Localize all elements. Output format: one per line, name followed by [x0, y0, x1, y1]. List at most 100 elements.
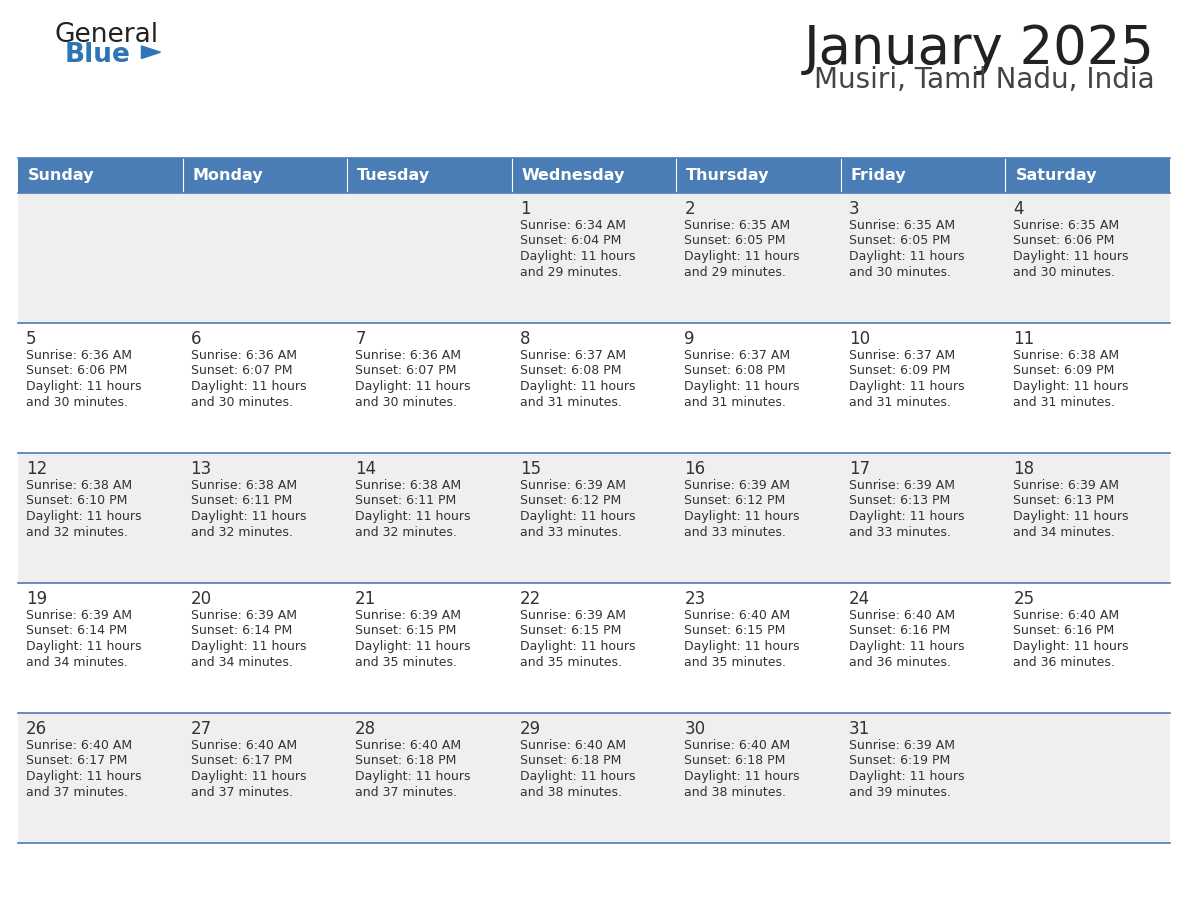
- Text: Daylight: 11 hours: Daylight: 11 hours: [1013, 250, 1129, 263]
- Text: Sunset: 6:15 PM: Sunset: 6:15 PM: [355, 624, 456, 637]
- Text: Sunset: 6:09 PM: Sunset: 6:09 PM: [849, 364, 950, 377]
- Text: and 33 minutes.: and 33 minutes.: [519, 525, 621, 539]
- Text: and 30 minutes.: and 30 minutes.: [355, 396, 457, 409]
- Text: and 37 minutes.: and 37 minutes.: [190, 786, 292, 799]
- Text: 30: 30: [684, 720, 706, 738]
- Text: 7: 7: [355, 330, 366, 348]
- Text: 20: 20: [190, 590, 211, 608]
- Text: Sunset: 6:13 PM: Sunset: 6:13 PM: [1013, 495, 1114, 508]
- Text: 11: 11: [1013, 330, 1035, 348]
- Text: Sunrise: 6:39 AM: Sunrise: 6:39 AM: [849, 479, 955, 492]
- Text: 12: 12: [26, 460, 48, 478]
- Text: Sunset: 6:05 PM: Sunset: 6:05 PM: [684, 234, 785, 248]
- Text: Sunrise: 6:36 AM: Sunrise: 6:36 AM: [190, 349, 297, 362]
- Polygon shape: [141, 46, 160, 59]
- Text: Friday: Friday: [851, 168, 906, 183]
- Text: Sunrise: 6:40 AM: Sunrise: 6:40 AM: [1013, 609, 1119, 622]
- Text: Sunrise: 6:39 AM: Sunrise: 6:39 AM: [849, 739, 955, 752]
- Text: Daylight: 11 hours: Daylight: 11 hours: [519, 640, 636, 653]
- Text: Sunset: 6:06 PM: Sunset: 6:06 PM: [26, 364, 127, 377]
- Text: Sunset: 6:12 PM: Sunset: 6:12 PM: [519, 495, 621, 508]
- Text: Daylight: 11 hours: Daylight: 11 hours: [519, 510, 636, 523]
- Text: 19: 19: [26, 590, 48, 608]
- Text: 6: 6: [190, 330, 201, 348]
- Text: Sunset: 6:14 PM: Sunset: 6:14 PM: [26, 624, 127, 637]
- Bar: [183, 158, 347, 193]
- Text: 3: 3: [849, 200, 859, 218]
- Text: and 32 minutes.: and 32 minutes.: [26, 525, 128, 539]
- Text: 2: 2: [684, 200, 695, 218]
- Text: Sunrise: 6:38 AM: Sunrise: 6:38 AM: [355, 479, 461, 492]
- Text: and 32 minutes.: and 32 minutes.: [355, 525, 457, 539]
- Text: Sunrise: 6:39 AM: Sunrise: 6:39 AM: [26, 609, 132, 622]
- Bar: [841, 158, 1005, 193]
- Text: Blue: Blue: [64, 42, 131, 68]
- Text: and 34 minutes.: and 34 minutes.: [190, 655, 292, 668]
- Text: Sunrise: 6:40 AM: Sunrise: 6:40 AM: [519, 739, 626, 752]
- Text: Sunrise: 6:37 AM: Sunrise: 6:37 AM: [849, 349, 955, 362]
- Text: Sunset: 6:16 PM: Sunset: 6:16 PM: [1013, 624, 1114, 637]
- Text: Sunrise: 6:38 AM: Sunrise: 6:38 AM: [190, 479, 297, 492]
- Text: Daylight: 11 hours: Daylight: 11 hours: [355, 380, 470, 393]
- Text: Sunrise: 6:35 AM: Sunrise: 6:35 AM: [1013, 219, 1119, 232]
- Text: Daylight: 11 hours: Daylight: 11 hours: [190, 380, 307, 393]
- Text: and 31 minutes.: and 31 minutes.: [684, 396, 786, 409]
- Text: 29: 29: [519, 720, 541, 738]
- Text: and 29 minutes.: and 29 minutes.: [684, 265, 786, 278]
- Text: Sunset: 6:18 PM: Sunset: 6:18 PM: [684, 755, 785, 767]
- Text: and 30 minutes.: and 30 minutes.: [26, 396, 128, 409]
- Text: Sunset: 6:07 PM: Sunset: 6:07 PM: [190, 364, 292, 377]
- Text: Daylight: 11 hours: Daylight: 11 hours: [26, 510, 141, 523]
- Text: and 36 minutes.: and 36 minutes.: [849, 655, 950, 668]
- Text: Sunset: 6:10 PM: Sunset: 6:10 PM: [26, 495, 127, 508]
- Text: Sunset: 6:07 PM: Sunset: 6:07 PM: [355, 364, 456, 377]
- Text: Sunset: 6:16 PM: Sunset: 6:16 PM: [849, 624, 950, 637]
- Text: and 30 minutes.: and 30 minutes.: [190, 396, 292, 409]
- Bar: [512, 158, 676, 193]
- Text: Daylight: 11 hours: Daylight: 11 hours: [519, 770, 636, 783]
- Text: Sunrise: 6:39 AM: Sunrise: 6:39 AM: [190, 609, 297, 622]
- Text: and 38 minutes.: and 38 minutes.: [519, 786, 621, 799]
- Text: Daylight: 11 hours: Daylight: 11 hours: [190, 640, 307, 653]
- Text: Daylight: 11 hours: Daylight: 11 hours: [519, 250, 636, 263]
- Text: 16: 16: [684, 460, 706, 478]
- Text: 28: 28: [355, 720, 377, 738]
- Text: Sunrise: 6:40 AM: Sunrise: 6:40 AM: [355, 739, 461, 752]
- Text: Sunset: 6:17 PM: Sunset: 6:17 PM: [26, 755, 127, 767]
- Text: Sunset: 6:18 PM: Sunset: 6:18 PM: [519, 755, 621, 767]
- Text: Sunrise: 6:40 AM: Sunrise: 6:40 AM: [684, 609, 790, 622]
- Text: and 30 minutes.: and 30 minutes.: [1013, 265, 1116, 278]
- Text: Daylight: 11 hours: Daylight: 11 hours: [849, 250, 965, 263]
- Text: and 35 minutes.: and 35 minutes.: [355, 655, 457, 668]
- Text: Daylight: 11 hours: Daylight: 11 hours: [849, 510, 965, 523]
- Text: Daylight: 11 hours: Daylight: 11 hours: [190, 770, 307, 783]
- Text: Sunset: 6:06 PM: Sunset: 6:06 PM: [1013, 234, 1114, 248]
- Text: Sunset: 6:15 PM: Sunset: 6:15 PM: [519, 624, 621, 637]
- Text: Daylight: 11 hours: Daylight: 11 hours: [190, 510, 307, 523]
- Text: Sunrise: 6:40 AM: Sunrise: 6:40 AM: [190, 739, 297, 752]
- Text: 18: 18: [1013, 460, 1035, 478]
- Text: Daylight: 11 hours: Daylight: 11 hours: [849, 770, 965, 783]
- Text: Sunset: 6:17 PM: Sunset: 6:17 PM: [190, 755, 292, 767]
- Text: Monday: Monday: [192, 168, 264, 183]
- Text: Daylight: 11 hours: Daylight: 11 hours: [1013, 380, 1129, 393]
- Text: Daylight: 11 hours: Daylight: 11 hours: [355, 510, 470, 523]
- Text: and 29 minutes.: and 29 minutes.: [519, 265, 621, 278]
- Text: Sunset: 6:11 PM: Sunset: 6:11 PM: [355, 495, 456, 508]
- Text: and 36 minutes.: and 36 minutes.: [1013, 655, 1116, 668]
- Text: Sunrise: 6:39 AM: Sunrise: 6:39 AM: [355, 609, 461, 622]
- Text: 17: 17: [849, 460, 870, 478]
- Text: and 34 minutes.: and 34 minutes.: [1013, 525, 1116, 539]
- Text: Sunrise: 6:39 AM: Sunrise: 6:39 AM: [684, 479, 790, 492]
- Text: Wednesday: Wednesday: [522, 168, 625, 183]
- Text: 14: 14: [355, 460, 377, 478]
- Text: Sunrise: 6:35 AM: Sunrise: 6:35 AM: [849, 219, 955, 232]
- Text: Daylight: 11 hours: Daylight: 11 hours: [849, 640, 965, 653]
- Text: 15: 15: [519, 460, 541, 478]
- Text: 5: 5: [26, 330, 37, 348]
- Text: General: General: [55, 22, 159, 48]
- Text: and 37 minutes.: and 37 minutes.: [355, 786, 457, 799]
- Text: 22: 22: [519, 590, 541, 608]
- Bar: [1005, 158, 1170, 193]
- Text: Sunrise: 6:38 AM: Sunrise: 6:38 AM: [1013, 349, 1119, 362]
